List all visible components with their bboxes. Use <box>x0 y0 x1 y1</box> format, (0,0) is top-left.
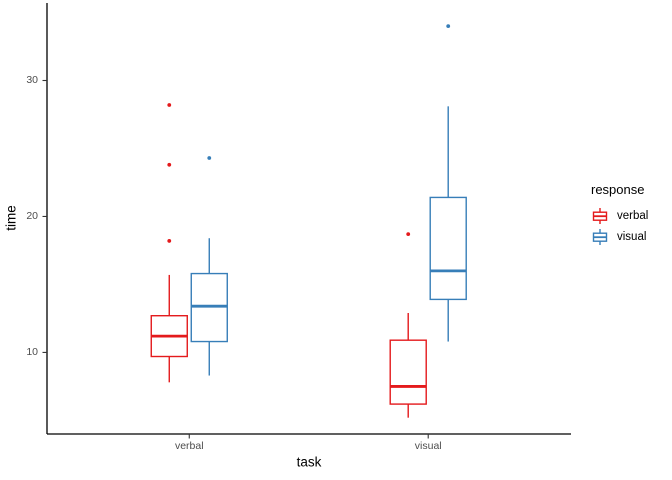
legend-key-boxplot-glyph-visual <box>591 228 609 246</box>
legend: response verbal visual <box>591 182 648 248</box>
x-tick-label-verbal: verbal <box>174 440 204 452</box>
outlier-point-verbal-visual-0 <box>406 232 411 237</box>
outlier-point-verbal-verbal-1 <box>167 162 172 167</box>
outlier-point-verbal-verbal-0 <box>167 239 172 243</box>
outlier-point-verbal-verbal-2 <box>167 103 172 107</box>
legend-entry-visual: visual <box>591 227 648 249</box>
box-visual-visual <box>429 196 467 301</box>
outlier-point-visual-visual-0 <box>446 24 451 29</box>
y-tick-label-20: 20 <box>26 210 38 223</box>
legend-entry-label-visual: visual <box>617 231 647 244</box>
legend-title: response <box>591 182 645 197</box>
legend-key-boxplot-glyph-verbal <box>591 207 609 225</box>
boxplot-key-icon <box>592 229 608 246</box>
legend-entry-label-verbal: verbal <box>617 209 649 222</box>
legend-entry-verbal: verbal <box>591 205 648 227</box>
y-tick-label-30: 30 <box>26 74 38 87</box>
y-tick-label-10: 10 <box>26 346 38 359</box>
x-axis-title: task <box>296 454 322 470</box>
box-verbal-visual <box>389 339 427 405</box>
boxplot-key-icon <box>592 207 608 224</box>
outlier-point-visual-verbal-0 <box>207 156 212 160</box>
x-tick-label-visual: visual <box>414 440 442 452</box>
